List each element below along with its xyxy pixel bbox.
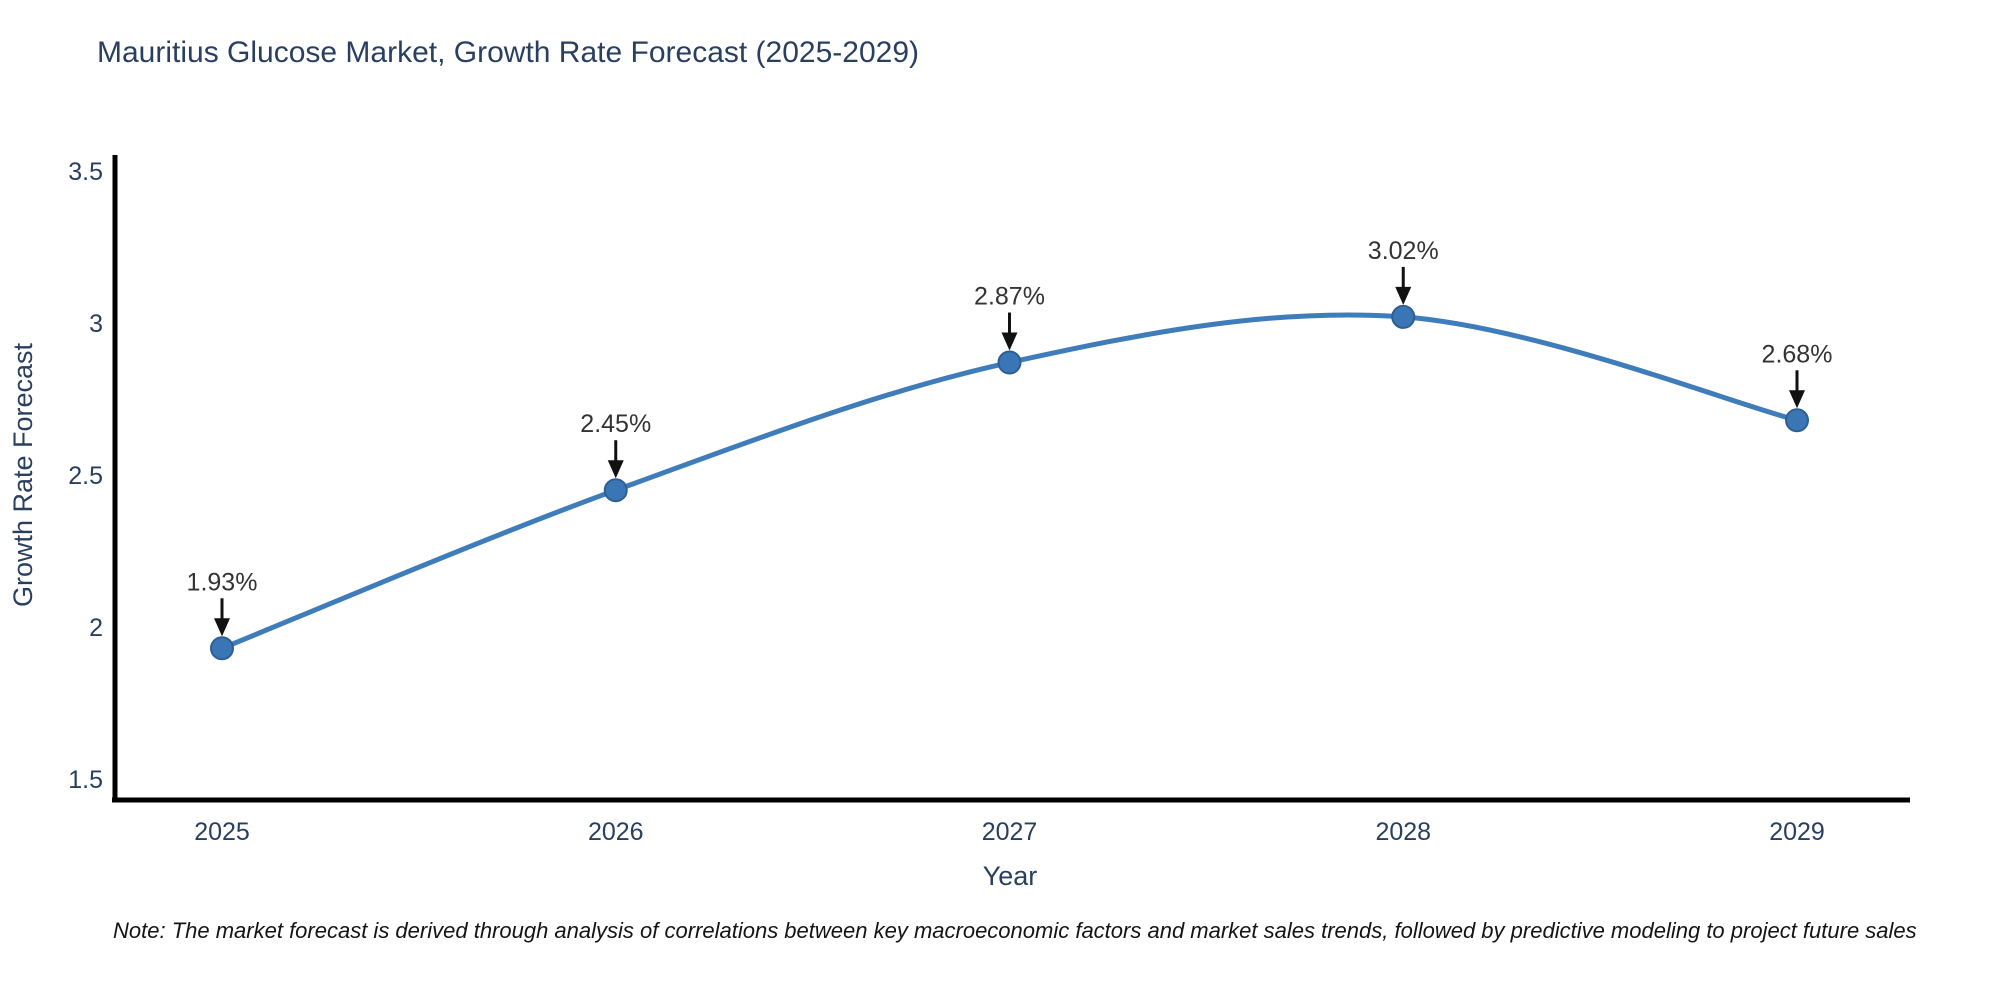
annotation-label: 3.02% bbox=[1368, 237, 1439, 265]
data-point-marker bbox=[1785, 408, 1809, 433]
annotation-label: 1.93% bbox=[187, 568, 258, 596]
annotation-arrow-head bbox=[607, 460, 624, 479]
x-tick-label: 2029 bbox=[1769, 818, 1825, 846]
data-point-marker bbox=[210, 636, 234, 661]
y-tick-label: 3.5 bbox=[68, 158, 103, 186]
annotation-label: 2.45% bbox=[580, 410, 651, 438]
footnote: Note: The market forecast is derived thr… bbox=[113, 918, 1917, 943]
y-tick-label: 2 bbox=[89, 614, 103, 642]
y-tick-label: 2.5 bbox=[68, 462, 103, 490]
annotation-label: 2.87% bbox=[974, 283, 1045, 311]
x-tick-label: 2026 bbox=[588, 818, 644, 846]
data-point-marker bbox=[1391, 304, 1416, 329]
data-point-marker bbox=[997, 350, 1022, 375]
x-tick-label: 2027 bbox=[982, 818, 1038, 846]
x-tick-label: 2025 bbox=[194, 818, 250, 846]
annotation-label: 2.68% bbox=[1762, 340, 1833, 368]
annotation-arrow-head bbox=[214, 618, 230, 637]
y-axis-title: Growth Rate Forecast bbox=[8, 342, 38, 607]
x-axis-title: Year bbox=[983, 861, 1038, 891]
x-tick-label: 2028 bbox=[1375, 818, 1431, 846]
y-tick-label: 1.5 bbox=[68, 766, 103, 794]
annotation-arrow-head bbox=[1395, 286, 1412, 305]
chart-title: Mauritius Glucose Market, Growth Rate Fo… bbox=[97, 36, 919, 69]
annotation-arrow-head bbox=[1789, 390, 1805, 409]
data-point-marker bbox=[603, 478, 628, 503]
annotation-arrow-head bbox=[1001, 332, 1018, 351]
y-tick-label: 3 bbox=[89, 310, 103, 338]
